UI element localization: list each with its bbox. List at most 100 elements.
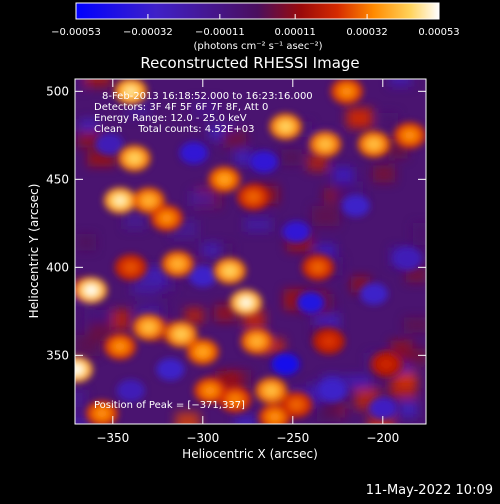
bright-source-core — [115, 196, 125, 205]
bright-source-core — [251, 337, 262, 346]
bright-source-core — [320, 140, 331, 149]
dark-source — [282, 221, 311, 244]
bright-source — [255, 377, 288, 404]
bright-source-core — [161, 214, 172, 223]
bright-source-core — [323, 337, 334, 346]
bright-source — [208, 166, 241, 193]
background-cell — [201, 242, 221, 258]
dark-source — [318, 379, 347, 402]
bright-source-core — [368, 140, 379, 149]
footer-timestamp: 11-May-2022 10:09 — [366, 483, 493, 498]
bright-source — [75, 356, 93, 383]
dark-source — [359, 282, 388, 305]
bright-source — [219, 386, 252, 413]
background-cell — [131, 275, 159, 296]
background-cell — [379, 112, 398, 135]
bright-source-core — [381, 360, 392, 369]
bright-source — [75, 277, 108, 304]
bright-source — [104, 333, 136, 360]
bright-source — [86, 400, 118, 424]
bright-source — [150, 205, 183, 232]
background-cell — [372, 165, 396, 183]
colorbar-tick-label: −0.00032 — [123, 27, 173, 38]
bright-source-core — [269, 412, 280, 421]
bright-source-core — [115, 342, 125, 351]
bright-source-core — [129, 154, 140, 163]
background-cell — [175, 411, 200, 424]
bright-source — [114, 254, 147, 281]
bright-source-core — [176, 330, 187, 339]
bright-source-core — [313, 263, 323, 272]
bright-source-core — [197, 347, 208, 356]
background-cell — [348, 108, 372, 129]
bright-source-core — [230, 395, 241, 404]
colorbar-unit-label: (photons cm⁻² s⁻¹ asec⁻²) — [193, 41, 322, 52]
colorbar-tick-label: −0.00053 — [51, 27, 101, 38]
background-cell — [412, 223, 426, 245]
colorbar-tick-label: 0.00053 — [418, 27, 459, 38]
background-cell — [184, 307, 204, 325]
background-cell — [333, 167, 354, 182]
background-cell — [281, 149, 302, 166]
bright-source-core — [97, 409, 107, 418]
bright-sources — [75, 79, 426, 424]
bright-source-core — [404, 131, 415, 140]
background-cell — [403, 317, 426, 333]
dark-source — [179, 141, 208, 164]
bright-source-core — [280, 122, 291, 131]
annotation-peak-position: Position of Peak = [−371,337] — [94, 400, 245, 411]
bright-source-core — [291, 400, 302, 409]
background-cell — [396, 372, 417, 388]
background-cell — [87, 151, 116, 167]
bright-source — [312, 328, 345, 355]
x-tick-label: −250 — [276, 431, 309, 445]
bright-source-core — [125, 263, 136, 272]
bright-source-core — [205, 386, 215, 395]
bright-source-core — [219, 175, 230, 184]
x-axis-label: Heliocentric X (arcsec) — [182, 447, 318, 461]
bright-source — [269, 113, 302, 140]
background-cell — [234, 414, 257, 424]
y-tick-label: 350 — [46, 348, 69, 362]
background-cell — [344, 374, 372, 390]
heatmap-area — [75, 79, 426, 424]
background-cell — [190, 190, 215, 206]
background-cell — [244, 217, 272, 232]
background-cell — [368, 414, 394, 424]
annotation-clean-counts: Clean Total counts: 4.52E+03 — [94, 124, 254, 135]
x-axis: −350 −300 −250 −200 — [96, 79, 399, 445]
bright-source-core — [266, 386, 277, 395]
bright-source — [104, 187, 136, 214]
x-tick-label: −350 — [96, 431, 129, 445]
bright-source — [114, 79, 147, 105]
plot-frame — [74, 78, 427, 425]
y-tick-label: 450 — [46, 172, 69, 186]
dark-sources — [95, 133, 422, 420]
bright-source-core — [172, 259, 183, 268]
dark-source — [95, 133, 124, 156]
bright-source — [213, 257, 246, 284]
dark-source — [188, 265, 217, 288]
dark-source — [116, 379, 145, 402]
annotation-time-range: 8-Feb-2013 16:18:52.000 to 16:23:16.000 — [102, 91, 313, 102]
background-cell — [78, 118, 99, 134]
colorbar: −0.00053 −0.00032 −0.00011 0.00011 0.00032 0.… — [51, 2, 460, 52]
bright-source — [132, 187, 165, 214]
background-cell — [124, 211, 146, 230]
bright-source-core — [241, 298, 251, 307]
background-cell — [75, 79, 87, 90]
y-tick-label: 500 — [46, 84, 69, 98]
bright-source — [165, 321, 198, 348]
background-cell — [234, 150, 254, 165]
background-cell — [111, 309, 131, 331]
y-axis-label: Heliocentric Y (arcsec) — [27, 184, 41, 319]
background-cell — [406, 267, 426, 283]
background-cell — [311, 205, 340, 227]
dark-source — [368, 397, 397, 420]
bright-source-core — [248, 192, 259, 201]
annotation-detectors: Detectors: 3F 4F 5F 6F 7F 8F, Att 0 — [94, 102, 268, 113]
background-cell — [75, 414, 95, 424]
x-tick-label: −300 — [186, 431, 219, 445]
background-cell — [88, 322, 112, 342]
